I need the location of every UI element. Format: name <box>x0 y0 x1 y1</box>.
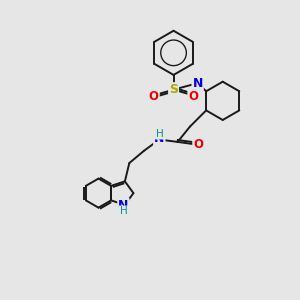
Text: O: O <box>188 90 198 103</box>
Text: O: O <box>149 90 159 103</box>
Text: S: S <box>169 83 178 96</box>
Text: H: H <box>119 206 127 216</box>
Text: N: N <box>193 77 203 90</box>
Text: N: N <box>154 133 164 146</box>
Text: O: O <box>193 138 203 151</box>
Text: N: N <box>118 199 129 212</box>
Text: H: H <box>156 129 164 139</box>
